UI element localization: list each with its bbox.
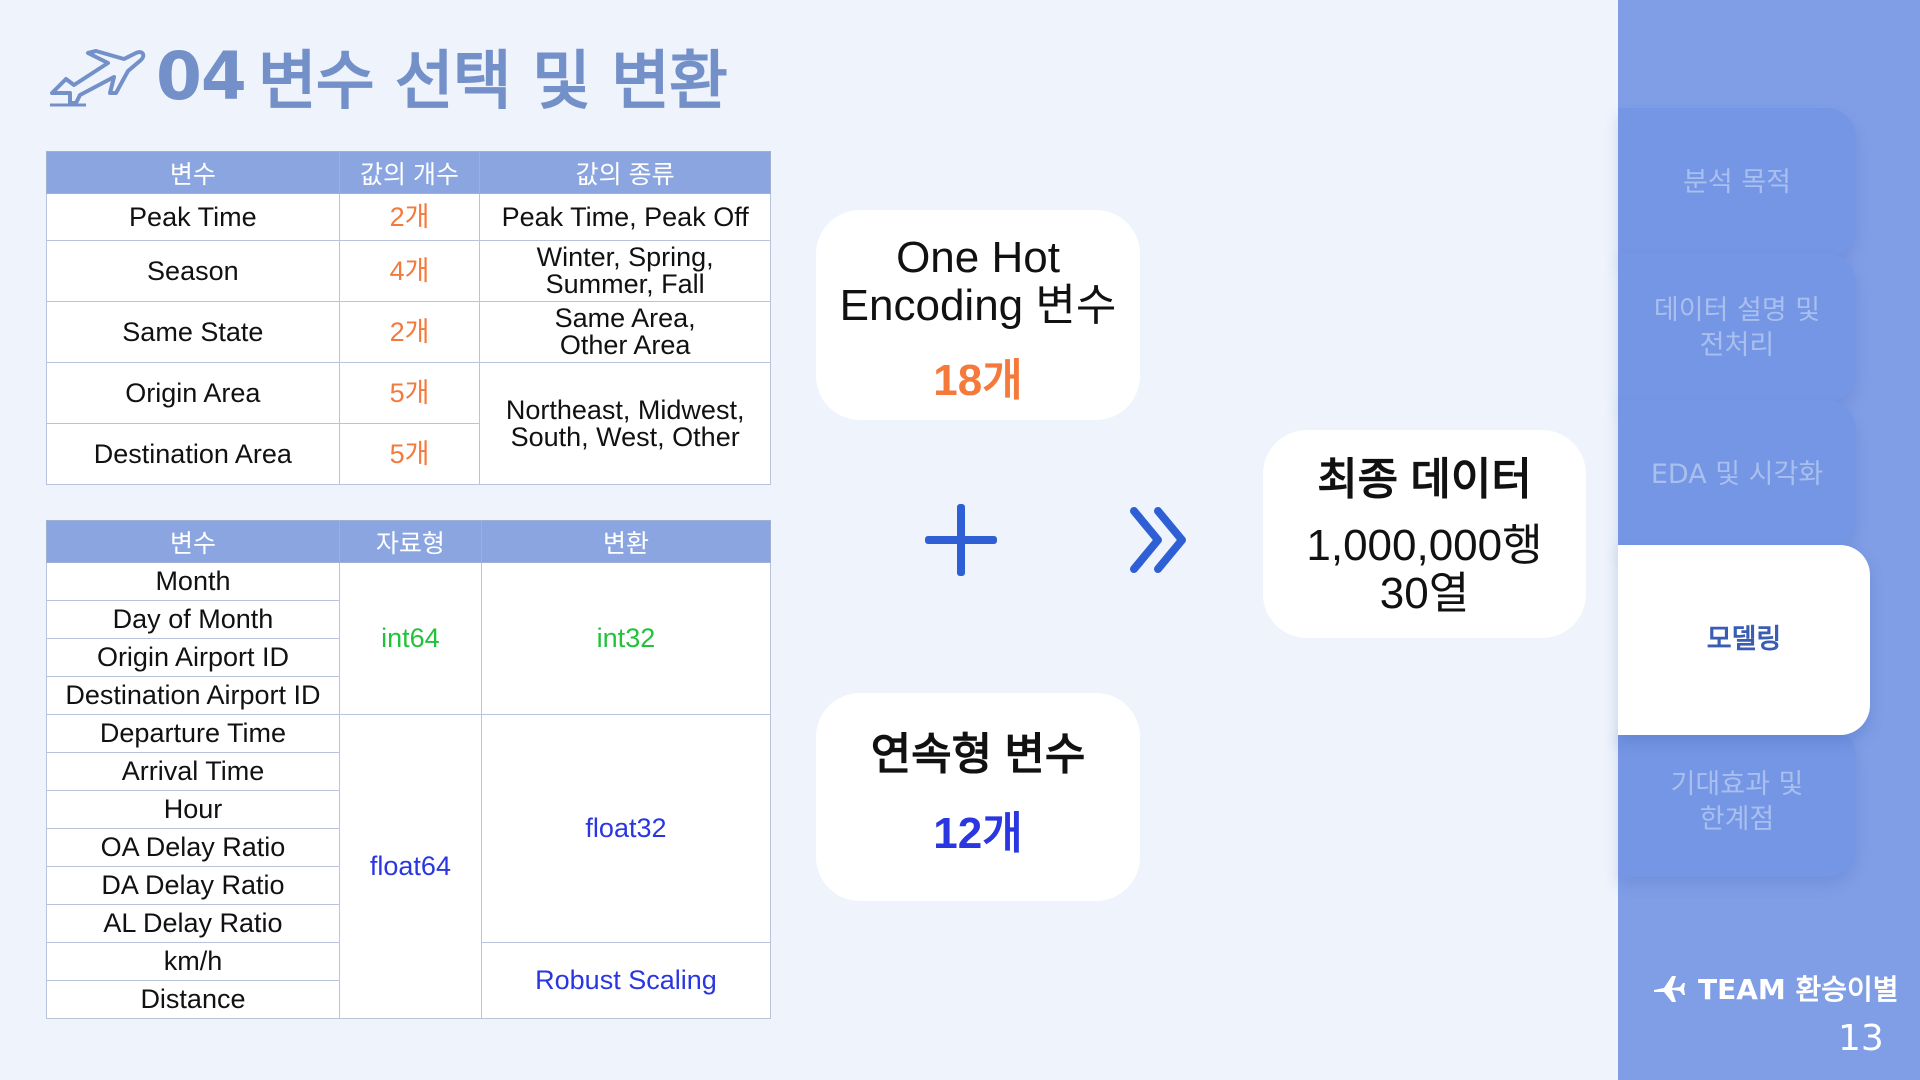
column-header: 자료형 bbox=[338, 520, 482, 563]
count-cell: 2개 bbox=[338, 193, 481, 241]
count-cell: 4개 bbox=[338, 240, 481, 302]
variable-cell: Destination Area bbox=[46, 423, 340, 485]
nav-item-expected-effects[interactable]: 기대효과 및 한계점 bbox=[1618, 727, 1856, 877]
table-row: Destination Airport ID bbox=[46, 676, 771, 715]
page-number: 13 bbox=[1838, 1018, 1884, 1059]
table-row: Arrival Time bbox=[46, 752, 771, 791]
table-row: km/h Robust Scaling bbox=[46, 942, 772, 1019]
airplane-icon bbox=[50, 49, 146, 107]
categorical-variables-table: 변수 값의 개수 값의 종류 Peak Time 2개 Peak Time, P… bbox=[46, 151, 771, 485]
nav-item-data-description[interactable]: 데이터 설명 및 전처리 bbox=[1618, 253, 1856, 403]
values-cell: Same Area, Other Area bbox=[479, 301, 771, 363]
final-data-card: 최종 데이터 1,000,000행 30열 bbox=[1263, 430, 1586, 638]
double-chevron-right-icon bbox=[1130, 507, 1186, 573]
variable-cell: DA Delay Ratio bbox=[46, 866, 340, 905]
nav-label: 기대효과 및 한계점 bbox=[1670, 768, 1804, 835]
team-label: TEAM 환승이별 bbox=[1650, 968, 1899, 1008]
onehot-count: 18개 bbox=[933, 356, 1023, 405]
onehot-line1: One Hot bbox=[896, 233, 1060, 282]
values-cell: Winter, Spring, Summer, Fall bbox=[479, 240, 771, 302]
continuous-label: 연속형 변수 bbox=[870, 730, 1086, 779]
column-header: 변환 bbox=[480, 520, 772, 563]
variable-cell: Season bbox=[46, 240, 340, 302]
variable-cell: Same State bbox=[46, 301, 340, 363]
variable-cell: Origin Area bbox=[46, 362, 340, 424]
onehot-line2: Encoding 변수 bbox=[839, 281, 1117, 330]
variable-cell: Hour bbox=[46, 790, 340, 829]
nav-item-analysis-goal[interactable]: 분석 목적 bbox=[1618, 108, 1856, 258]
count-cell: 2개 bbox=[338, 301, 481, 363]
table-row: Destination Area 5개 bbox=[46, 423, 771, 485]
column-header: 변수 bbox=[46, 520, 340, 563]
table-row: Season 4개 Winter, Spring, Summer, Fall bbox=[46, 240, 771, 302]
table-row: Origin Area 5개 Northeast, Midwest, South… bbox=[46, 362, 771, 485]
conversion-cell: float32 bbox=[480, 714, 772, 943]
dtype-cell: float64 bbox=[338, 714, 482, 1019]
nav-item-eda[interactable]: EDA 및 시각화 bbox=[1618, 400, 1856, 550]
table-row: Peak Time 2개 Peak Time, Peak Off bbox=[46, 193, 771, 241]
nav-item-modeling[interactable]: 모델링 bbox=[1618, 545, 1870, 735]
table-row: Origin Airport ID bbox=[46, 638, 771, 677]
count-cell: 5개 bbox=[338, 362, 481, 424]
variable-cell: Distance bbox=[46, 980, 340, 1019]
scaling-cell: Robust Scaling bbox=[480, 942, 772, 1019]
variable-cell: OA Delay Ratio bbox=[46, 828, 340, 867]
table-row: Month int64 int32 bbox=[46, 562, 772, 715]
plus-icon bbox=[925, 500, 997, 580]
table-row: Day of Month bbox=[46, 600, 771, 639]
variable-cell: Peak Time bbox=[46, 193, 340, 241]
continuous-card: 연속형 변수 12개 bbox=[816, 693, 1140, 901]
page-title: 변수 선택 및 변환 bbox=[257, 45, 728, 119]
table-header-row: 변수 자료형 변환 bbox=[46, 520, 772, 563]
table-row: AL Delay Ratio bbox=[46, 904, 771, 943]
final-label: 최종 데이터 bbox=[1317, 455, 1532, 504]
slide-title: 04 변수 선택 및 변환 bbox=[46, 37, 728, 119]
table-row: Same State 2개 Same Area, Other Area bbox=[46, 301, 771, 363]
variable-cell: Arrival Time bbox=[46, 752, 340, 791]
variable-cell: Destination Airport ID bbox=[46, 676, 340, 715]
column-header: 값의 종류 bbox=[479, 151, 771, 194]
onehot-card: One Hot Encoding 변수 18개 bbox=[816, 210, 1140, 420]
table-header-row: 변수 값의 개수 값의 종류 bbox=[46, 151, 771, 194]
column-header: 값의 개수 bbox=[338, 151, 481, 194]
variable-cell: Month bbox=[46, 562, 340, 601]
values-cell: Peak Time, Peak Off bbox=[479, 193, 771, 241]
numeric-variables-table: 변수 자료형 변환 Month int64 int32 Day of Month… bbox=[46, 520, 772, 1019]
conversion-cell: int32 bbox=[480, 562, 772, 715]
final-rows: 1,000,000행 bbox=[1306, 521, 1543, 570]
variable-cell: Departure Time bbox=[46, 714, 340, 753]
dtype-cell: int64 bbox=[338, 562, 482, 715]
continuous-count: 12개 bbox=[933, 809, 1023, 858]
count-cell: 5개 bbox=[338, 423, 481, 485]
variable-cell: AL Delay Ratio bbox=[46, 904, 340, 943]
team-name: TEAM 환승이별 bbox=[1698, 973, 1899, 1006]
section-number: 04 bbox=[156, 37, 247, 115]
values-cell: Northeast, Midwest, South, West, Other bbox=[479, 362, 771, 485]
nav-label: 데이터 설명 및 전처리 bbox=[1653, 294, 1821, 361]
nav-label: EDA 및 시각화 bbox=[1650, 459, 1824, 491]
variable-cell: km/h bbox=[46, 942, 340, 981]
nav-label: 분석 목적 bbox=[1683, 167, 1791, 199]
nav-label: 모델링 bbox=[1706, 624, 1782, 656]
variable-cell: Day of Month bbox=[46, 600, 340, 639]
table-row: Hour bbox=[46, 790, 771, 829]
column-header: 변수 bbox=[46, 151, 340, 194]
table-row: Departure Time float64 float32 bbox=[46, 714, 772, 1019]
final-cols: 30열 bbox=[1379, 569, 1470, 618]
table-row: OA Delay Ratio bbox=[46, 828, 771, 867]
airplane-icon bbox=[1654, 976, 1685, 1002]
variable-cell: Origin Airport ID bbox=[46, 638, 340, 677]
table-row: Distance bbox=[46, 980, 771, 1019]
